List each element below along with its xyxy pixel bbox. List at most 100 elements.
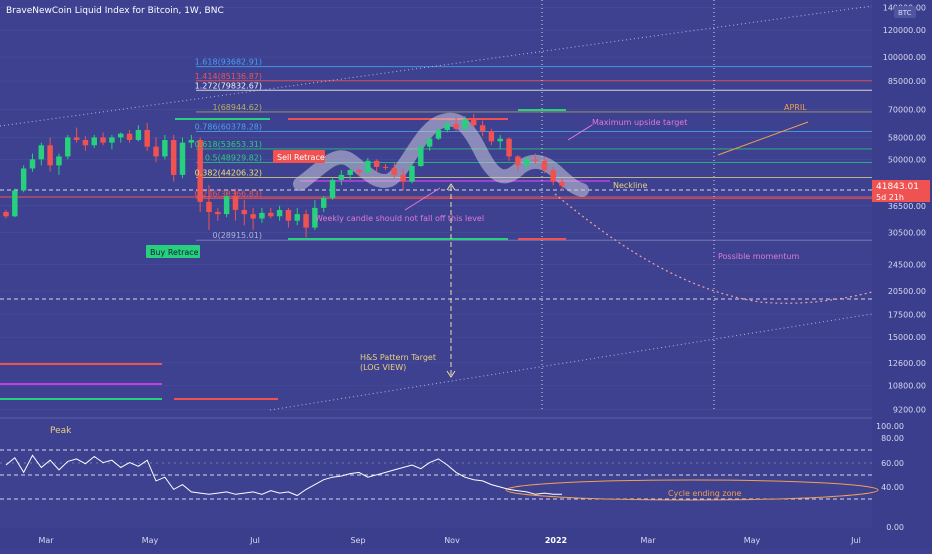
candle-body bbox=[444, 124, 451, 130]
cycle-ending-ellipse bbox=[505, 479, 879, 501]
candle-body bbox=[347, 170, 353, 175]
grid-lines bbox=[0, 7, 872, 410]
y-tick-label: 120000.00 bbox=[883, 26, 926, 35]
fib-label: 0.236(38366.83) bbox=[195, 189, 262, 198]
candle-body bbox=[329, 179, 336, 198]
candle-body bbox=[232, 196, 239, 210]
candle-body bbox=[3, 212, 9, 217]
fib-label: 0.382(44206.32) bbox=[195, 169, 262, 178]
candle-body bbox=[179, 142, 186, 175]
candlestick-series bbox=[3, 113, 565, 238]
candle-body bbox=[215, 212, 221, 215]
candle-body bbox=[365, 160, 371, 173]
fib-label: 1.618(93682.91) bbox=[195, 58, 262, 67]
candle-body bbox=[497, 138, 503, 142]
candle-body bbox=[82, 140, 89, 146]
price-pane[interactable] bbox=[0, 0, 872, 418]
rsi-indicator bbox=[0, 449, 879, 501]
candle-body bbox=[515, 156, 521, 166]
y-tick-label: 15000.00 bbox=[888, 333, 926, 342]
x-tick-label: May bbox=[744, 536, 761, 545]
candle-body bbox=[285, 209, 292, 221]
candle-body bbox=[268, 212, 274, 217]
candle-body bbox=[453, 124, 459, 129]
candle-body bbox=[65, 137, 71, 157]
max-upside-label: Maximum upside target bbox=[592, 118, 687, 127]
candle-body bbox=[382, 166, 389, 168]
x-tick-label: May bbox=[142, 536, 159, 545]
buy-retrace-badge bbox=[146, 245, 200, 258]
x-tick-label: Mar bbox=[38, 536, 54, 545]
rsi-pane[interactable] bbox=[0, 418, 872, 528]
candle-body bbox=[241, 209, 248, 215]
sell-retrace-label: Sell Retrace bbox=[277, 153, 325, 162]
x-tick-label: Mar bbox=[640, 536, 656, 545]
candle-body bbox=[550, 170, 556, 182]
candle-body bbox=[523, 159, 530, 166]
y-tick-label: 70000.00 bbox=[888, 106, 926, 115]
fib-label: 0.5(48929.82) bbox=[205, 154, 262, 163]
candle-body bbox=[338, 174, 345, 180]
candle-body bbox=[373, 160, 380, 167]
candle-body bbox=[488, 131, 495, 142]
y-tick-label: 58000.00 bbox=[888, 133, 926, 142]
candle-body bbox=[47, 145, 53, 166]
time-axis[interactable] bbox=[0, 528, 932, 550]
x-tick-label: Jul bbox=[249, 536, 260, 545]
y-tick-label: 9200.00 bbox=[893, 405, 926, 414]
neckline-label: Neckline bbox=[613, 181, 647, 190]
candle-body bbox=[559, 181, 565, 186]
fib-label: 0.618(53653.31) bbox=[195, 140, 262, 149]
candle-body bbox=[109, 137, 115, 143]
currency-badge-label: BTC bbox=[898, 9, 912, 17]
y-tick-label: 12600.00 bbox=[888, 359, 926, 368]
y-tick-label: 85000.00 bbox=[888, 77, 926, 86]
rsi-tick-label: 100.00 bbox=[876, 422, 904, 431]
candle-body bbox=[126, 133, 133, 141]
candle-body bbox=[303, 214, 309, 228]
y-tick-label: 100000.00 bbox=[883, 53, 926, 62]
april-label: APRIL bbox=[784, 103, 807, 112]
annotations: Buy Retrace Sell Retrace Maximum upside … bbox=[50, 103, 807, 498]
candle-body bbox=[29, 159, 36, 169]
buy-retrace-label: Buy Retrace bbox=[150, 248, 199, 257]
cycle-ending-label: Cycle ending zone bbox=[668, 489, 742, 498]
candle-body bbox=[153, 146, 159, 157]
weekly-candle-label: Weekly candle should not fall off this l… bbox=[315, 214, 484, 223]
y-tick-label: 30500.00 bbox=[888, 228, 926, 237]
currency-badge[interactable] bbox=[894, 6, 916, 18]
rsi-tick-label: 60.00 bbox=[881, 459, 904, 468]
price-axis[interactable] bbox=[872, 0, 932, 550]
x-tick-label: Sep bbox=[350, 536, 365, 545]
fib-label: 1(68944.62) bbox=[212, 103, 262, 112]
y-tick-label: 36500.00 bbox=[888, 202, 926, 211]
candle-body bbox=[56, 156, 62, 166]
chart-title: BraveNewCoin Liquid Index for Bitcoin, 1… bbox=[6, 6, 224, 16]
candle-body bbox=[73, 137, 80, 141]
candle-body bbox=[206, 201, 212, 213]
candle-body bbox=[506, 138, 512, 157]
lower-trendline bbox=[269, 313, 873, 411]
momentum-curve bbox=[554, 193, 873, 304]
candle-body bbox=[38, 145, 45, 160]
last-price-label: 41843.01 bbox=[876, 182, 919, 192]
candle-body bbox=[223, 196, 230, 215]
candle-body bbox=[356, 170, 362, 173]
candle-body bbox=[144, 129, 150, 147]
april-arrow bbox=[717, 121, 809, 156]
rsi-tick-label: 0.00 bbox=[886, 523, 904, 532]
possible-momentum-label: Possible momentum bbox=[718, 252, 799, 261]
peak-label: Peak bbox=[50, 426, 72, 436]
candle-body bbox=[20, 168, 27, 191]
fib-label: 1.272(79832.67) bbox=[195, 81, 262, 90]
y-tick-label: 50000.00 bbox=[888, 155, 926, 164]
candle-body bbox=[162, 140, 168, 157]
candle-body bbox=[391, 167, 398, 175]
candle-body bbox=[435, 129, 442, 139]
y-tick-label: 10800.00 bbox=[888, 382, 926, 391]
candle-body bbox=[479, 125, 486, 132]
countdown-label: 5d 21h bbox=[876, 193, 904, 202]
candle-body bbox=[426, 138, 433, 147]
